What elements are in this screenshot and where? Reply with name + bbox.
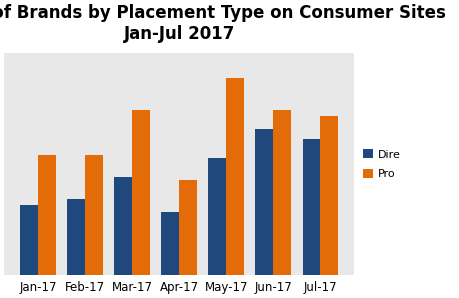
Bar: [85, 155, 103, 275]
Bar: [20, 205, 38, 275]
Bar: [320, 117, 337, 275]
Bar: [38, 155, 56, 275]
Title: Number of Brands by Placement Type on Consumer Sites
Jan-Jul 2017: Number of Brands by Placement Type on Co…: [0, 4, 445, 43]
Bar: [161, 212, 179, 275]
Bar: [179, 180, 196, 275]
Bar: [226, 78, 244, 275]
Bar: [273, 110, 291, 275]
Bar: [255, 129, 273, 275]
Bar: [302, 139, 320, 275]
Bar: [132, 110, 150, 275]
Bar: [67, 199, 85, 275]
Bar: [114, 177, 132, 275]
Bar: [208, 158, 226, 275]
Legend: Dire, Pro: Dire, Pro: [363, 149, 400, 179]
